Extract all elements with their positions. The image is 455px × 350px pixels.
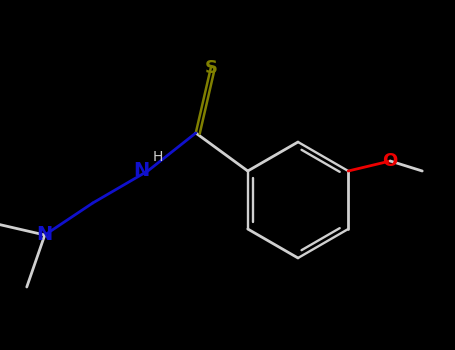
- Text: H: H: [152, 150, 163, 164]
- Text: S: S: [204, 59, 217, 77]
- Text: N: N: [37, 225, 53, 245]
- Text: O: O: [383, 152, 398, 170]
- Text: N: N: [134, 161, 150, 181]
